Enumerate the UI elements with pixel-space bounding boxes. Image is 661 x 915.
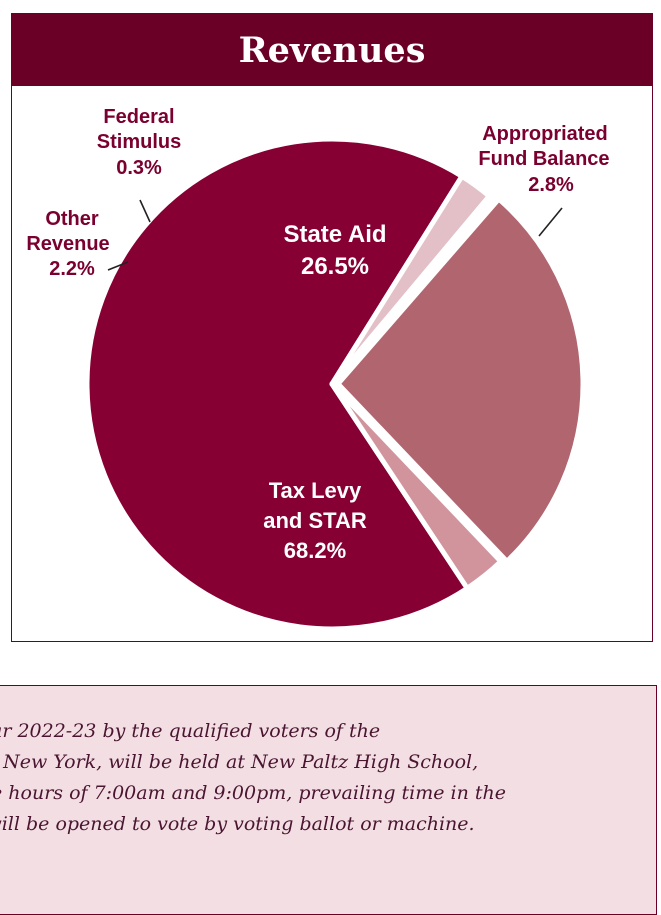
notice-line-1: ar 2022-23 by the qualified voters of th… (0, 720, 381, 742)
voting-notice-box: ar 2022-23 by the qualified voters of th… (0, 685, 657, 915)
federal-stimulus-slice (329, 193, 496, 387)
state-aid-label-line1: State Aid (283, 221, 386, 248)
fund-balance-slice (329, 381, 504, 591)
other-revenue-label-value: 2.2% (49, 258, 95, 280)
tax-levy-label-line1: Tax Levy (269, 478, 362, 503)
state-aid-label-value: 26.5% (301, 253, 369, 280)
revenues-pie-chart: Tax Levy and STAR 68.2% State Aid 26.5% … (26, 106, 610, 632)
notice-line-2: , New York, will be held at New Paltz Hi… (0, 751, 479, 773)
fund-balance-label-value: 2.8% (528, 174, 574, 196)
voting-notice-text: ar 2022-23 by the qualified voters of th… (0, 716, 661, 840)
notice-line-3: e hours of 7:00am and 9:00pm, prevailing… (0, 782, 507, 804)
federal-stimulus-label-value: 0.3% (116, 157, 162, 179)
state-aid-slice (335, 196, 586, 564)
federal-stimulus-label-line2: Stimulus (97, 131, 181, 153)
tax-levy-slice (84, 136, 470, 632)
other-revenue-label-line2: Revenue (26, 233, 109, 255)
tax-levy-label-value: 68.2% (284, 538, 346, 563)
tax-levy-label-line2: and STAR (263, 508, 367, 533)
chart-title: Revenues (12, 14, 652, 86)
other-revenue-label-line1: Other (45, 208, 99, 230)
federal-stimulus-label-line1: Federal (103, 106, 174, 128)
other-revenue-leader-line (107, 261, 129, 271)
fund-balance-label-line1: Appropriated (482, 123, 608, 145)
fund-balance-label-line2: Fund Balance (478, 148, 609, 170)
federal-stimulus-leader-line (139, 199, 151, 223)
fund-balance-leader-line (538, 207, 563, 237)
notice-line-4: vill be opened to vote by voting ballot … (0, 813, 475, 835)
